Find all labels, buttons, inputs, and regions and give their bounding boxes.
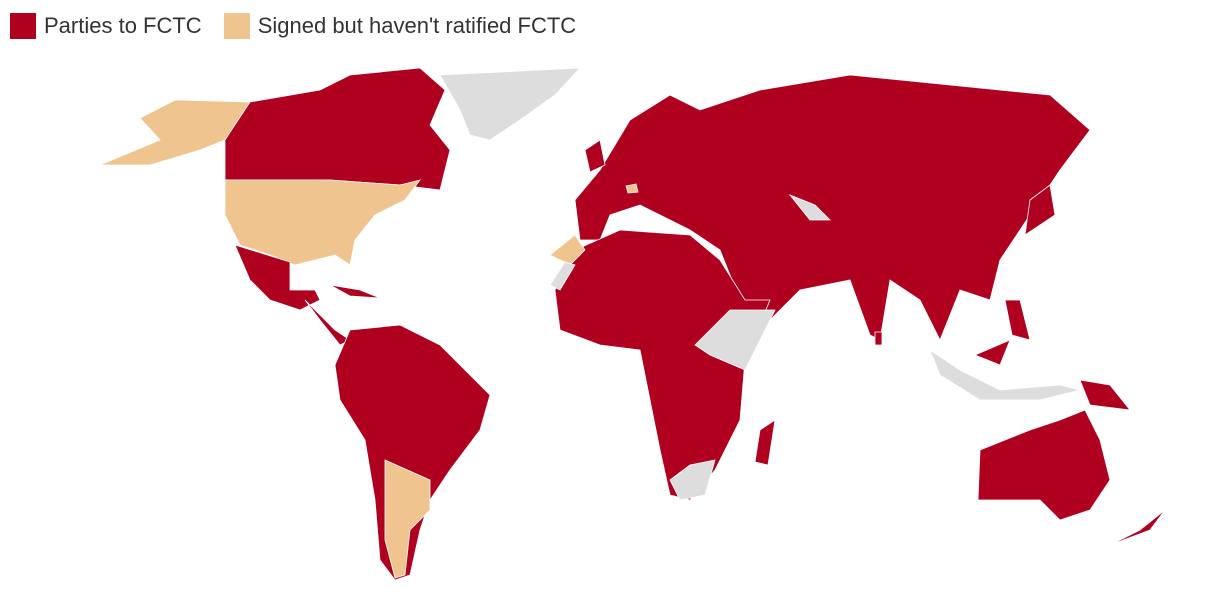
eurasia [574,74,1091,341]
morocco [549,234,586,266]
legend-item: Signed but haven't ratified FCTC [223,13,577,39]
philippines [1004,299,1031,341]
caspian-region [788,194,831,221]
new-zealand [1109,509,1166,546]
mexico [234,244,321,311]
japan [1024,184,1056,236]
legend-label: Signed but haven't ratified FCTC [257,13,577,38]
papua-new-guinea [1079,379,1131,411]
canada [224,67,451,191]
alaska [99,99,251,166]
central-america [304,299,351,346]
britain [584,139,606,173]
africa [554,229,771,501]
south-america [334,324,491,581]
south-africa [669,459,716,501]
legend-swatch [10,13,36,39]
switzerland [625,183,639,194]
legend-swatch [223,13,250,39]
malaysia [973,339,1011,366]
legend-label: Parties to FCTC [44,13,202,38]
western-sahara [549,261,576,291]
madagascar [754,419,776,466]
united-states [224,179,421,266]
caribbean [329,284,381,299]
greenland [439,67,581,141]
sri-lanka [874,331,883,346]
australia [977,409,1111,521]
argentina [384,459,431,579]
indonesia [929,348,1081,401]
legend-item: Parties to FCTC [10,13,202,39]
horn-of-africa [694,309,776,371]
legend: Parties to FCTC Signed but haven't ratif… [10,13,576,39]
